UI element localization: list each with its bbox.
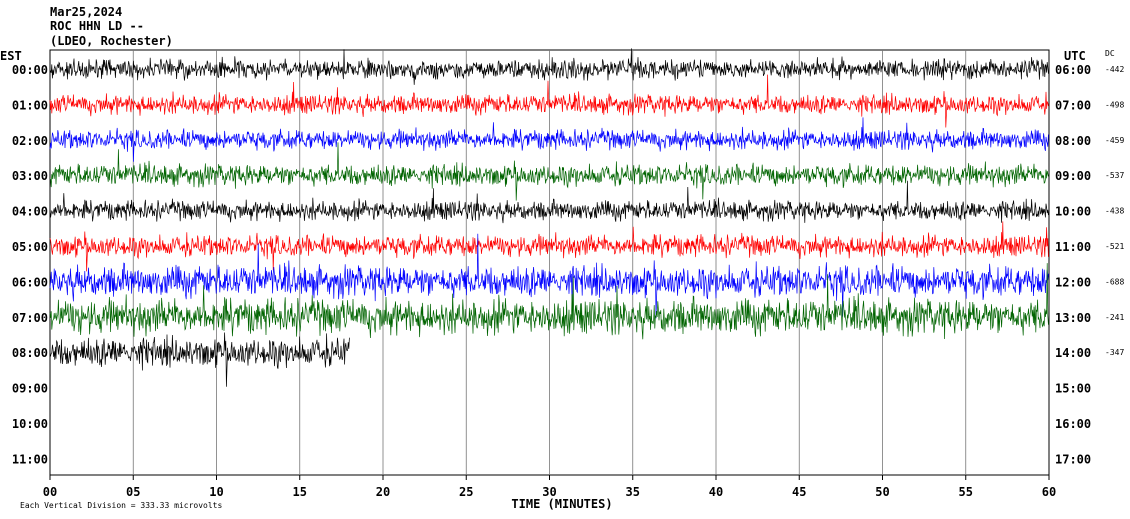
date-label: Mar25,2024 xyxy=(50,5,122,19)
utc-hour-label: 15:00 xyxy=(1055,382,1091,396)
vertical-gridlines xyxy=(132,50,967,475)
dc-offset-label: -347 xyxy=(1105,348,1124,357)
station-label: ROC HHN LD -- xyxy=(50,19,144,33)
dc-offset-label: -521 xyxy=(1105,242,1124,251)
x-tick-label: 25 xyxy=(459,485,473,499)
scale-note: Each Vertical Division = 333.33 microvol… xyxy=(20,501,222,510)
trace-line xyxy=(49,263,1049,340)
x-tick-label: 60 xyxy=(1042,485,1056,499)
est-hour-label: 02:00 xyxy=(12,134,48,148)
dc-offset-label: -498 xyxy=(1105,100,1124,109)
est-hour-label: 00:00 xyxy=(12,63,48,77)
dc-offset-label: -459 xyxy=(1105,136,1124,145)
x-tick-label: 00 xyxy=(43,485,57,499)
utc-hour-label: 14:00 xyxy=(1055,346,1091,360)
x-tick-label: 30 xyxy=(542,485,556,499)
est-hour-label: 08:00 xyxy=(12,346,48,360)
x-tick-label: 20 xyxy=(376,485,390,499)
utc-hour-label: 11:00 xyxy=(1055,240,1091,254)
x-axis-ticks: 00 05 10 15 20 25 30 35 40 45 50 55 60 xyxy=(43,475,1056,499)
utc-hour-label: 06:00 xyxy=(1055,63,1091,77)
x-tick-label: 40 xyxy=(709,485,723,499)
utc-hour-label: 16:00 xyxy=(1055,417,1091,431)
utc-hour-label: 09:00 xyxy=(1055,169,1091,183)
utc-time-labels: 06:00 07:00 08:00 09:00 10:00 11:00 12:00 13:00… xyxy=(1055,63,1091,466)
dc-offset-label: -537 xyxy=(1105,171,1124,180)
x-tick-label: 15 xyxy=(293,485,307,499)
est-axis-label: EST xyxy=(0,49,22,63)
utc-axis-label: UTC xyxy=(1064,49,1086,63)
est-hour-label: 04:00 xyxy=(12,205,48,219)
utc-hour-label: 10:00 xyxy=(1055,205,1091,219)
dc-offset-label: -241 xyxy=(1105,313,1124,322)
seismogram-traces xyxy=(49,48,1049,387)
trace-line xyxy=(49,233,1049,319)
est-hour-label: 10:00 xyxy=(12,417,48,431)
x-tick-label: 55 xyxy=(959,485,973,499)
dc-offset-label: -688 xyxy=(1105,277,1124,286)
x-tick-label: 45 xyxy=(792,485,806,499)
dc-offset-labels: -442 -498 -459 -537 -438 -521 -688 -241 -347 xyxy=(1105,65,1124,357)
trace-line xyxy=(49,74,1049,128)
est-hour-label: 09:00 xyxy=(12,382,48,396)
trace-line xyxy=(49,221,1049,272)
x-tick-label: 50 xyxy=(875,485,889,499)
trace-line xyxy=(49,180,1049,224)
dc-offset-label: -442 xyxy=(1105,65,1124,74)
est-hour-label: 11:00 xyxy=(12,452,48,466)
trace-line xyxy=(49,142,1049,201)
dc-offset-label: -438 xyxy=(1105,207,1124,216)
trace-line xyxy=(49,117,1049,162)
est-hour-label: 01:00 xyxy=(12,98,48,112)
trace-line xyxy=(49,332,350,387)
utc-hour-label: 13:00 xyxy=(1055,311,1091,325)
est-hour-label: 06:00 xyxy=(12,275,48,289)
est-hour-label: 05:00 xyxy=(12,240,48,254)
utc-hour-label: 12:00 xyxy=(1055,275,1091,289)
dc-column-label: DC xyxy=(1105,49,1115,58)
est-hour-label: 07:00 xyxy=(12,311,48,325)
x-tick-label: 05 xyxy=(126,485,140,499)
x-axis-title: TIME (MINUTES) xyxy=(511,497,612,511)
est-hour-label: 03:00 xyxy=(12,169,48,183)
x-tick-label: 10 xyxy=(209,485,223,499)
trace-line xyxy=(49,48,1049,85)
utc-hour-label: 08:00 xyxy=(1055,134,1091,148)
x-tick-label: 35 xyxy=(626,485,640,499)
est-time-labels: 00:00 01:00 02:00 03:00 04:00 05:00 06:00 07:00… xyxy=(12,63,48,466)
network-label: (LDEO, Rochester) xyxy=(50,34,173,48)
utc-hour-label: 07:00 xyxy=(1055,98,1091,112)
utc-hour-label: 17:00 xyxy=(1055,452,1091,466)
